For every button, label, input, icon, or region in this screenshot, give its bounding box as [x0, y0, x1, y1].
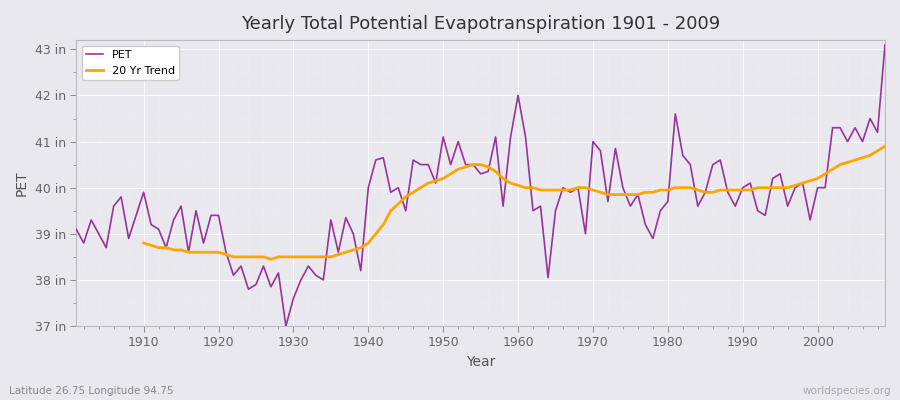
- 20 Yr Trend: [827, 167, 838, 172]
- 20 Yr Trend: [588, 188, 598, 192]
- 20 Yr Trend: [288, 254, 299, 259]
- PET: [610, 146, 621, 151]
- Text: Latitude 26.75 Longitude 94.75: Latitude 26.75 Longitude 94.75: [9, 386, 174, 396]
- PET: [879, 42, 890, 47]
- Text: worldspecies.org: worldspecies.org: [803, 386, 891, 396]
- PET: [130, 213, 141, 218]
- Legend: PET, 20 Yr Trend: PET, 20 Yr Trend: [82, 46, 179, 80]
- PET: [71, 227, 82, 232]
- PET: [281, 324, 292, 328]
- 20 Yr Trend: [266, 257, 276, 262]
- X-axis label: Year: Year: [466, 355, 495, 369]
- PET: [513, 93, 524, 98]
- PET: [520, 134, 531, 139]
- PET: [348, 231, 359, 236]
- Y-axis label: PET: PET: [15, 170, 29, 196]
- 20 Yr Trend: [850, 158, 860, 162]
- 20 Yr Trend: [879, 144, 890, 148]
- Title: Yearly Total Potential Evapotranspiration 1901 - 2009: Yearly Total Potential Evapotranspiratio…: [241, 15, 720, 33]
- 20 Yr Trend: [318, 254, 328, 259]
- 20 Yr Trend: [527, 185, 538, 190]
- PET: [303, 264, 314, 268]
- Line: 20 Yr Trend: 20 Yr Trend: [144, 146, 885, 259]
- 20 Yr Trend: [139, 241, 149, 246]
- Line: PET: PET: [76, 45, 885, 326]
